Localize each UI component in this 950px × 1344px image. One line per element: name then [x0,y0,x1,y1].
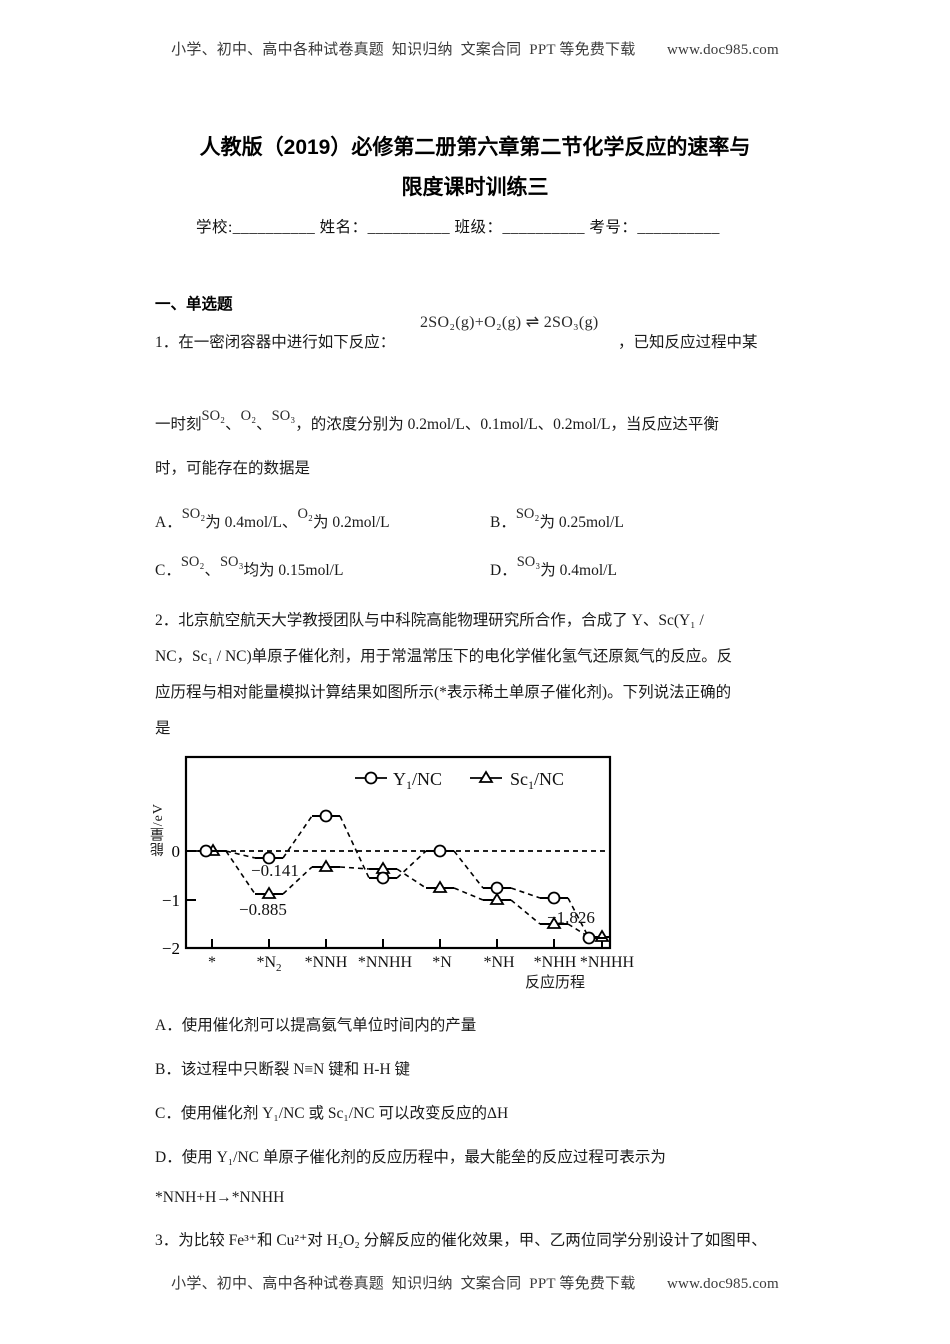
question-1-stem-part2: ，已知反应过程中某 [618,334,758,351]
x-axis-ticks [211,939,603,948]
stem-line2-pre: 一时刻 [155,416,202,433]
annotation-minus-0-885: −0.885 [239,900,287,919]
legend-marker-circle [364,771,378,785]
question-1-stem-part1: 1．在一密闭容器中进行如下反应： [155,334,396,351]
chart-y-axis-title: 能量/eV [151,803,166,857]
series-y1-nc-markers [199,809,596,945]
option-species: SO₂ [181,506,206,522]
option-species: SO₂ [515,506,540,522]
species-so3: SO₃ [271,408,296,424]
annotation-minus-1-826: −1.826 [547,908,595,927]
x-tick-label-5: *NH [483,954,515,971]
question-2-option-d-continued: *NNH+H→*NNHH [155,1189,285,1206]
question-1-option-c[interactable]: C．SO₂、SO₃均为 0.15mol/L [155,554,344,580]
option-text-2: 均为 0.15mol/L [243,562,344,579]
y-tick-label-minus1: −1 [162,891,180,910]
annotation-minus-0-141: −0.141 [251,861,299,880]
x-tick-label-6: *NHH [534,954,577,971]
watermark-bottom: 小学、初中、高中各种试卷真题 知识归纳 文案合同 PPT 等免费下载 www.d… [171,1276,779,1292]
species-o2: O₂ [240,408,257,424]
option-species-2: O₂ [297,506,313,522]
x-tick-label-3: *NNHH [358,954,413,971]
option-key: C． [155,562,181,579]
option-key: D． [490,562,517,579]
reaction-energy-profile-chart: 0 −1 −2 * *N2 *NNH *NNHH *N *NH [151,745,635,995]
y-tick-label-minus2: −2 [162,939,180,958]
legend-label-sc1-nc: Sc1/NC [510,769,564,792]
question-2-option-a[interactable]: A．使用催化剂可以提高氨气单位时间内的产量 [155,1017,477,1034]
option-text-2: 为 0.2mol/L [312,514,390,531]
option-text: 、 [204,562,220,579]
option-key: A． [155,514,182,531]
question-2-option-d[interactable]: D．使用 Y₁/NC 单原子催化剂的反应历程中，最大能垒的反应过程可表示为 [155,1149,666,1166]
question-1-stem-line3: 时，可能存在的数据是 [155,460,311,477]
y-tick-label-0: 0 [172,842,181,861]
page-title-line1: 人教版（2019）必修第二册第六章第二节化学反应的速率与 [199,136,751,159]
chart-x-axis-title: 反应历程 [525,975,586,991]
equation-text: 2SO₂(g)+O₂(g) ⇌ 2SO₃(g) [420,314,599,331]
species-so2: SO₂ [201,408,226,424]
question-2-stem-line-3: 应历程与相对能量模拟计算结果如图所示(*表示稀土单原子催化剂)。下列说法正确的 [155,684,732,701]
question-1-option-b[interactable]: B．SO₂为 0.25mol/L [490,506,624,532]
question-2-stem-line-2: NC，Sc₁ / NC)单原子催化剂，用于常温常压下的电化学催化氢气还原氮气的反… [155,648,733,665]
question-2-stem-line-4: 是 [155,720,171,737]
question-2-stem-line-1: 2．北京航空航天大学教授团队与中科院高能物理研究所合作，合成了 Y、Sc(Y₁ … [155,612,704,629]
question-1-option-a[interactable]: A．SO₂为 0.4mol/L、O₂为 0.2mol/L [155,506,390,532]
x-tick-label-7: *NHHH [580,954,635,971]
option-species-2: SO₃ [219,554,244,570]
x-tick-labels: * *N2 *NNH *NNHH *N *NH *NHH *NHHH [208,954,635,974]
option-species: SO₂ [180,554,205,570]
question-2-option-b[interactable]: B．该过程中只断裂 N≡N 键和 H-H 键 [155,1061,411,1078]
x-tick-label-4: *N [432,954,452,971]
legend-label-y1-nc: Y1/NC [393,769,442,792]
x-tick-label-1: *N2 [256,954,281,974]
option-key: B． [490,514,516,531]
question-1-equation: 2SO₂(g)+O₂(g) ⇌ 2SO₃(g) [420,312,599,332]
x-tick-label-2: *NNH [305,954,348,971]
option-species: SO₃ [516,554,541,570]
watermark-top: 小学、初中、高中各种试卷真题 知识归纳 文案合同 PPT 等免费下载 www.d… [171,42,779,58]
stem-line2-post: ，的浓度分别为 0.2mol/L、0.1mol/L、0.2mol/L，当反应达平… [295,416,719,433]
chart-svg: 0 −1 −2 * *N2 *NNH *NNHH *N *NH [162,755,635,974]
question-1-stem-line2: 一时刻SO₂、O₂、SO₃，的浓度分别为 0.2mol/L、0.1mol/L、0… [155,408,719,433]
question-3-stem-line-1: 3．为比较 Fe³⁺和 Cu²⁺对 H₂O₂ 分解反应的催化效果，甲、乙两位同学… [155,1232,767,1249]
page-title-line2: 限度课时训练三 [401,176,549,199]
option-text: 为 0.25mol/L [539,514,624,531]
option-text: 为 0.4mol/L、 [205,514,298,531]
chart-legend: Y1/NC Sc1/NC [355,769,564,792]
question-2-option-c[interactable]: C．使用催化剂 Y₁/NC 或 Sc₁/NC 可以改变反应的ΔH [155,1105,509,1122]
option-text: 为 0.4mol/L [540,562,617,579]
x-tick-label-0: * [208,954,216,971]
legend-marker-triangle [478,770,494,783]
y-axis-ticks [186,850,196,949]
section-heading-single-choice: 一、单选题 [155,296,233,313]
question-1-option-d[interactable]: D．SO₃为 0.4mol/L [490,554,617,580]
student-info-line: 学校:__________ 姓名：__________ 班级：_________… [196,219,720,236]
chart-plot-frame [184,755,612,950]
